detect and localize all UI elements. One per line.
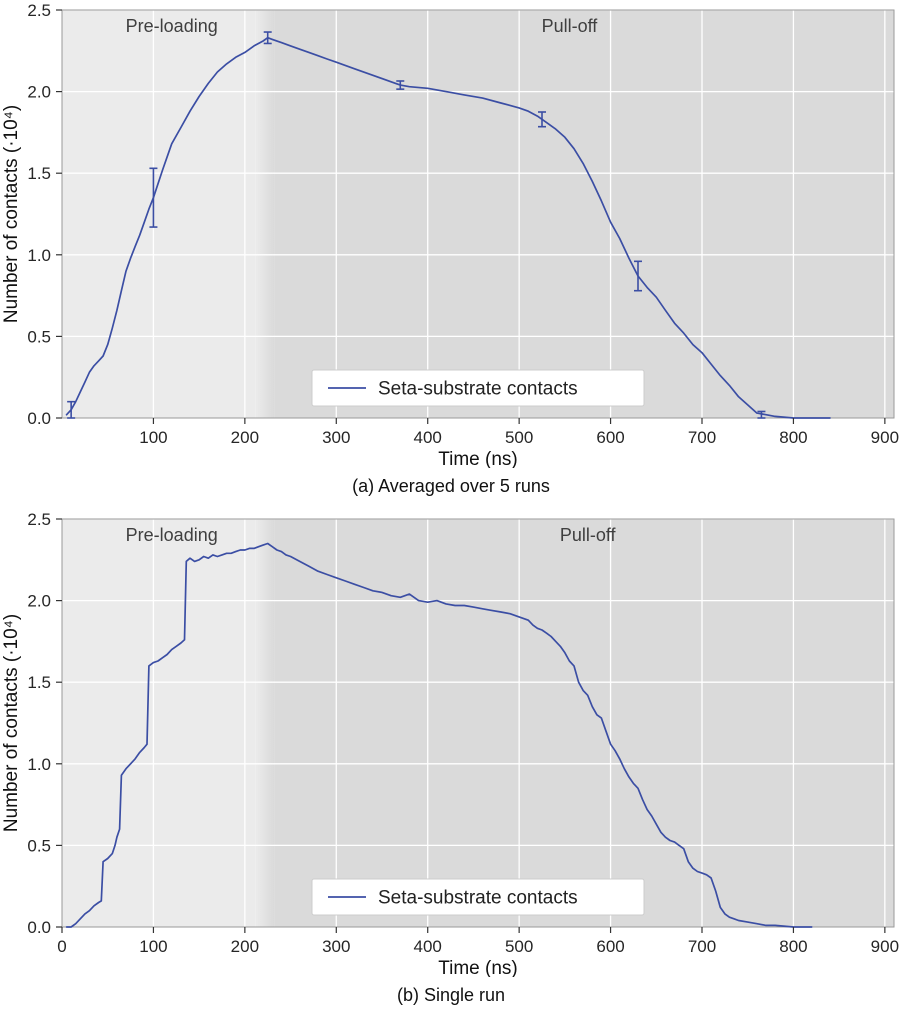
x-tick-label: 500: [505, 937, 533, 956]
y-tick-label: 2.5: [27, 1, 51, 20]
series-line: [65, 542, 813, 928]
plot-border: [61, 9, 895, 419]
y-axis-ticks: 0.0 0.5 1.0 1.5 2.0 2.5: [27, 1, 62, 428]
x-tick-label: 500: [505, 428, 533, 447]
region-label: Pre-loading: [126, 16, 218, 36]
chart-a: Pre-loading Pull-off 100 200 300 400 500 600 700…: [0, 0, 902, 509]
x-tick-label: 300: [322, 428, 350, 447]
chart-b: Pre-loading Pull-off 0 100 200 300 400 500 600 70…: [0, 509, 902, 1018]
y-axis-label: Number of contacts (·10⁴): [1, 105, 22, 323]
x-tick-label: 100: [139, 937, 167, 956]
y-tick-label: 1.0: [27, 246, 51, 265]
region-label: Pull-off: [560, 525, 617, 545]
x-tick-label: 200: [231, 937, 259, 956]
x-tick-label: 300: [322, 937, 350, 956]
x-tick-label: 600: [596, 428, 624, 447]
legend-label: Seta-substrate contacts: [378, 888, 578, 909]
x-tick-label: 400: [414, 428, 442, 447]
series-line: [65, 36, 831, 419]
x-tick-label: 200: [231, 428, 259, 447]
grid-lines: [62, 518, 894, 927]
x-tick-label: 700: [688, 937, 716, 956]
y-tick-label: 1.5: [27, 164, 51, 183]
x-axis-label: Time (ns): [438, 449, 518, 468]
region-labels: Pre-loading Pull-off: [126, 525, 617, 545]
legend: Seta-substrate contacts: [311, 878, 645, 916]
region-label: Pull-off: [542, 16, 599, 36]
y-tick-label: 1.0: [27, 755, 51, 774]
y-tick-label: 2.0: [27, 83, 51, 102]
plot-background: [62, 10, 895, 418]
chart-b-caption: (b) Single run: [396, 985, 506, 1005]
x-tick-label: 900: [871, 937, 899, 956]
y-axis-ticks: 0.0 0.5 1.0 1.5 2.0 2.5: [27, 510, 62, 937]
legend-box: [311, 369, 645, 407]
x-tick-label: 400: [414, 937, 442, 956]
legend-label: Seta-substrate contacts: [378, 379, 578, 400]
y-tick-label: 0.0: [27, 918, 51, 937]
chart-a-caption: (a) Averaged over 5 runs: [352, 476, 550, 496]
y-tick-label: 1.5: [27, 673, 51, 692]
x-axis-ticks: 100 200 300 400 500 600 700 800 900: [139, 418, 899, 447]
plot-background: [62, 519, 895, 927]
x-tick-label: 900: [871, 428, 899, 447]
chart-a-canvas: Pre-loading Pull-off 100 200 300 400 500 600 700…: [1, 1, 899, 468]
y-tick-label: 2.0: [27, 592, 51, 611]
error-bars: [67, 31, 766, 419]
y-tick-label: 2.5: [27, 510, 51, 529]
legend-box: [311, 878, 645, 916]
region-labels: Pre-loading Pull-off: [126, 16, 599, 36]
plot-border: [61, 518, 895, 928]
x-axis-label: Time (ns): [438, 958, 518, 977]
y-tick-label: 0.5: [27, 836, 51, 855]
y-axis-label: Number of contacts (·10⁴): [1, 614, 22, 832]
x-tick-label: 700: [688, 428, 716, 447]
x-axis-ticks: 0 100 200 300 400 500 600 700 800 900: [57, 927, 899, 956]
x-tick-label: 0: [57, 937, 66, 956]
chart-b-canvas: Pre-loading Pull-off 0 100 200 300 400 500 600 70…: [1, 510, 899, 977]
region-label: Pre-loading: [126, 525, 218, 545]
y-tick-label: 0.5: [27, 327, 51, 346]
y-tick-label: 0.0: [27, 409, 51, 428]
x-tick-label: 600: [596, 937, 624, 956]
x-tick-label: 100: [139, 428, 167, 447]
x-tick-label: 800: [779, 428, 807, 447]
legend: Seta-substrate contacts: [311, 369, 645, 407]
x-tick-label: 800: [779, 937, 807, 956]
